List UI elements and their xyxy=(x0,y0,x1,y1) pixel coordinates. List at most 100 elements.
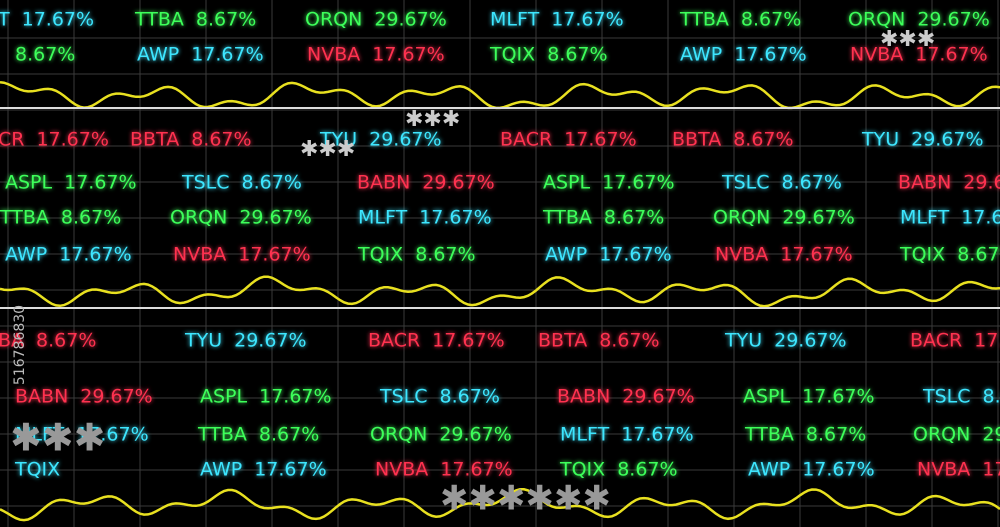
ticker-symbol: BABN xyxy=(15,386,68,408)
ticker-symbol: BBTA xyxy=(672,129,721,151)
ticker-change: 17.67% xyxy=(238,244,310,266)
ticker-change: 17.67% xyxy=(802,459,874,481)
ticker-symbol: ORQN xyxy=(305,9,362,31)
svg-text:✱✱✱✱✱✱: ✱✱✱✱✱✱ xyxy=(440,479,611,519)
ticker-change: 29.67% xyxy=(439,424,511,446)
ticker-symbol: TTBA xyxy=(542,207,592,229)
ticker-symbol: TQIX xyxy=(357,244,403,266)
ticker-symbol: MLFT xyxy=(560,424,610,446)
ticker-change: 17.67% xyxy=(974,330,1000,352)
ticker-change: 29.67% xyxy=(917,9,989,31)
ticker-change: 17.67% xyxy=(59,244,131,266)
ticker-change: 17.67% xyxy=(76,424,148,446)
ticker-change: 8.67% xyxy=(957,244,1000,266)
ticker-change: 29.67% xyxy=(963,172,1000,194)
svg-text:✱✱✱: ✱✱✱ xyxy=(300,137,355,162)
ticker-change: 17.67% xyxy=(915,44,987,66)
ticker-symbol: ASPL xyxy=(200,386,248,408)
ticker-change: 17.67% xyxy=(22,9,94,31)
ticker-symbol: TSLC xyxy=(181,172,230,194)
ticker-change: 29.67% xyxy=(774,330,846,352)
ticker-change: 29.67% xyxy=(374,9,446,31)
ticker-symbol: TSLC xyxy=(721,172,770,194)
ticker-change: 8.67% xyxy=(733,129,793,151)
ticker-symbol: ORQN xyxy=(170,207,227,229)
ticker-change: 8.67% xyxy=(196,9,256,31)
ticker-symbol: ASPL xyxy=(5,172,53,194)
ticker-change: 17.67% xyxy=(259,386,331,408)
ticker-change: 17.67% xyxy=(599,244,671,266)
ticker-symbol: AWP xyxy=(5,244,47,266)
svg-text:✱✱✱: ✱✱✱ xyxy=(880,27,935,52)
ticker-symbol: NVBA xyxy=(917,459,970,481)
ticker-symbol: TQIX xyxy=(14,459,60,481)
ticker-change: 17.67% xyxy=(621,424,693,446)
ticker-symbol: TQIX xyxy=(899,244,945,266)
ticker-symbol: BA xyxy=(0,330,24,352)
ticker-change: 17.67% xyxy=(734,44,806,66)
ticker-symbol: AWP xyxy=(680,44,722,66)
ticker-change: 29.67% xyxy=(80,386,152,408)
ticker-change: 17.67% xyxy=(191,44,263,66)
ticker-symbol: MLFT xyxy=(358,207,408,229)
ticker-symbol: TTBA xyxy=(679,9,729,31)
ticker-symbol: BACR xyxy=(500,129,552,151)
ticker-symbol: TTBA xyxy=(134,9,184,31)
ticker-symbol: T xyxy=(0,9,10,31)
wave xyxy=(0,275,1000,308)
ticker-change: 8.67% xyxy=(15,44,75,66)
ticker-change: 8.67% xyxy=(782,172,842,194)
ticker-symbol: ORQN xyxy=(713,207,770,229)
ticker-change: 17.67% xyxy=(254,459,326,481)
ticker-symbol: TQIX xyxy=(489,44,535,66)
ticker-change: 17.67% xyxy=(64,172,136,194)
ticker-change: 29.67% xyxy=(622,386,694,408)
ticker-symbol: ORQN xyxy=(848,9,905,31)
ticker-change: 8.67% xyxy=(61,207,121,229)
ticker-change: 29.67% xyxy=(369,129,441,151)
ticker-symbol: ORQN xyxy=(370,424,427,446)
ticker-symbol: AWP xyxy=(545,244,587,266)
ticker-change: 17.67% xyxy=(802,386,874,408)
ticker-symbol: TYU xyxy=(319,129,357,151)
ticker-change: 17.67% xyxy=(564,129,636,151)
ticker-change: 8.67% xyxy=(242,172,302,194)
watermark: 516786830 xyxy=(12,305,28,385)
ticker-change: 8.67% xyxy=(547,44,607,66)
ticker-symbol: ORQN xyxy=(913,424,970,446)
ticker-change: 29.67% xyxy=(239,207,311,229)
decor-stars: ✱✱✱ ✱✱✱ ✱✱✱ ✱✱✱ ✱✱✱✱✱✱ xyxy=(10,27,935,519)
ticker-symbol: BBTA xyxy=(538,330,587,352)
ticker-change: 17.67% xyxy=(372,44,444,66)
ticker-change: 8.67% xyxy=(983,386,1000,408)
ticker-change: 17.67% xyxy=(432,330,504,352)
ticker-change: 17.67% xyxy=(780,244,852,266)
ticker-change: 29.67% xyxy=(422,172,494,194)
ticker-change: 8.67% xyxy=(259,424,319,446)
ticker-symbol: TYU xyxy=(724,330,762,352)
ticker-symbol: NVBA xyxy=(173,244,226,266)
ticker-symbol: NVBA xyxy=(715,244,768,266)
ticker-change: 8.67% xyxy=(440,386,500,408)
ticker-symbol: TTBA xyxy=(0,207,49,229)
ticker-symbol: MLFT xyxy=(900,207,950,229)
ticker-symbol: ASPL xyxy=(743,386,791,408)
ticker-symbol: MLFT xyxy=(490,9,540,31)
ticker-change: 29.67% xyxy=(911,129,983,151)
ticker-symbol: ASPL xyxy=(543,172,591,194)
ticker-symbol: AWP xyxy=(748,459,790,481)
ticker-change: 8.67% xyxy=(617,459,677,481)
ticker-symbol: BACR xyxy=(368,330,420,352)
ticker-change: 8.67% xyxy=(806,424,866,446)
svg-text:✱✱✱: ✱✱✱ xyxy=(10,416,106,460)
ticker-change: 17.67% xyxy=(36,129,108,151)
ticker-symbol: BACR xyxy=(910,330,962,352)
ticker-change: 8.67% xyxy=(741,9,801,31)
ticker-symbol: MLFT xyxy=(15,424,65,446)
ticker-symbol: TQIX xyxy=(559,459,605,481)
ticker-change: 17.67% xyxy=(982,459,1000,481)
ticker-symbol: TYU xyxy=(184,330,222,352)
ticker-change: 8.67% xyxy=(415,244,475,266)
ticker-change: 29.67% xyxy=(982,424,1000,446)
